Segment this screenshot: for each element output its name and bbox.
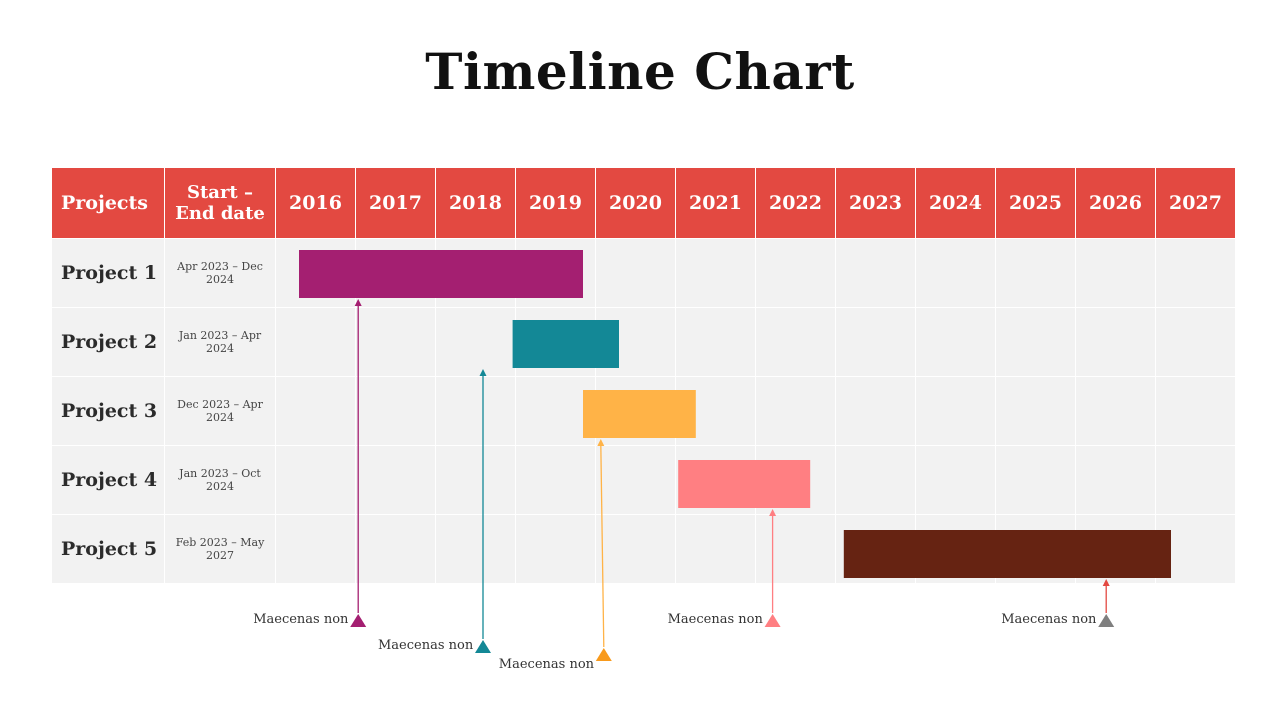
year-header: 2024 xyxy=(915,167,996,239)
project-bar xyxy=(512,320,619,368)
year-header: 2022 xyxy=(755,167,836,239)
project-bar xyxy=(678,460,811,508)
project-bar xyxy=(583,390,696,438)
year-header: 2021 xyxy=(675,167,756,239)
milestone-label: Maecenas non xyxy=(498,657,595,672)
projects-header: Projects xyxy=(51,167,165,239)
year-header: 2017 xyxy=(355,167,436,239)
milestone-triangle-icon xyxy=(350,614,367,627)
milestone-label: Maecenas non xyxy=(253,612,349,627)
year-header: 2025 xyxy=(995,167,1076,239)
arrowhead-icon xyxy=(1102,579,1110,586)
arrowhead-icon xyxy=(354,299,362,306)
milestone-triangle-icon xyxy=(764,614,781,627)
year-header: 2016 xyxy=(275,167,356,239)
year-header: 2026 xyxy=(1075,167,1156,239)
milestone-label: Maecenas non xyxy=(667,612,763,627)
marker-connector xyxy=(600,443,605,648)
milestone-label: Maecenas non xyxy=(1001,612,1097,627)
arrowhead-icon xyxy=(597,439,605,446)
project-dates: Jan 2023 – Oct 2024 xyxy=(164,445,276,515)
milestone-label: Maecenas non xyxy=(378,638,474,653)
project-name: Project 1 xyxy=(51,238,165,308)
project-row: Project 3 Dec 2023 – Apr 2024 xyxy=(51,376,1236,446)
project-name: Project 4 xyxy=(51,445,165,515)
milestone-triangle-icon xyxy=(595,648,612,661)
arrowhead-icon xyxy=(479,369,487,376)
arrowhead-icon xyxy=(769,509,777,516)
date-header: Start – End date xyxy=(164,167,276,239)
year-header: 2023 xyxy=(835,167,916,239)
timeline-table: Projects Start – End date 2016 2017 2018… xyxy=(51,167,1236,584)
milestone-triangle-icon xyxy=(1098,614,1115,627)
header-row: Projects Start – End date 2016 2017 2018… xyxy=(51,167,1236,239)
year-header: 2019 xyxy=(515,167,596,239)
year-header: 2018 xyxy=(435,167,516,239)
project-dates: Dec 2023 – Apr 2024 xyxy=(164,376,276,446)
project-dates: Feb 2023 – May 2027 xyxy=(164,514,276,584)
milestone-triangle-icon xyxy=(475,640,491,653)
project-name: Project 5 xyxy=(51,514,165,584)
project-bar xyxy=(299,250,583,298)
chart-title: Timeline Chart xyxy=(425,42,855,101)
project-bar xyxy=(843,530,1171,578)
project-row: Project 4 Jan 2023 – Oct 2024 xyxy=(51,445,1236,515)
year-header: 2020 xyxy=(595,167,676,239)
year-header: 2027 xyxy=(1155,167,1236,239)
